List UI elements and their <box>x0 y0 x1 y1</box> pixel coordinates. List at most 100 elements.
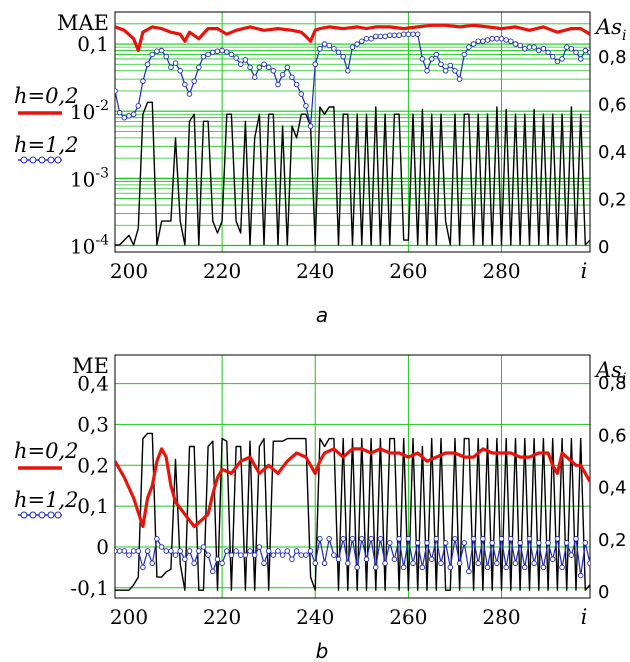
tick-exponent: -4 <box>95 232 109 248</box>
y-left-tick-label: 10-4 <box>70 232 109 258</box>
series-point <box>549 556 556 562</box>
series-point <box>452 536 458 542</box>
series-point <box>149 560 156 567</box>
series-point <box>377 33 384 40</box>
series-point <box>115 88 118 94</box>
y-right-tick-label: 0,8 <box>598 373 627 394</box>
series-point <box>354 564 360 571</box>
series-point <box>172 552 179 558</box>
series-point <box>559 564 565 571</box>
legend-label: h=0,2 <box>14 439 79 463</box>
series-point <box>391 32 398 39</box>
series-point <box>549 53 556 60</box>
series-point <box>587 49 590 56</box>
series-point <box>587 560 590 567</box>
series-point <box>359 536 365 542</box>
series-point <box>289 74 295 81</box>
legend-label: h=1,2 <box>14 133 79 157</box>
series-point <box>154 48 160 55</box>
series-point <box>387 32 393 39</box>
series-point <box>540 564 547 571</box>
series-point <box>144 61 151 68</box>
series-point <box>396 32 402 39</box>
series-point <box>126 113 132 119</box>
series-point <box>577 56 584 62</box>
series-point <box>512 560 519 567</box>
series-point <box>512 41 519 47</box>
y-right-tick-label: 0,6 <box>598 425 627 446</box>
legend-marker <box>47 511 55 519</box>
series-point <box>359 38 365 45</box>
series-point <box>233 55 239 61</box>
series-point <box>261 560 267 567</box>
series-point <box>116 548 123 554</box>
series-point <box>368 536 374 542</box>
series-point <box>466 568 472 575</box>
series-point <box>270 552 277 558</box>
series-point <box>498 35 505 42</box>
legend-label: h=0,2 <box>14 84 79 108</box>
series-point <box>256 544 263 550</box>
series-point <box>326 536 332 542</box>
series-point <box>205 552 211 558</box>
series-point <box>331 46 337 52</box>
legend: h=0,2 h=1,2 <box>14 439 79 519</box>
series-point <box>247 64 253 71</box>
series-point <box>428 556 435 562</box>
series-point <box>373 33 379 40</box>
series-point <box>442 540 449 546</box>
series-point <box>577 572 584 579</box>
series-point <box>196 64 202 71</box>
series-point <box>275 81 281 88</box>
series-point <box>242 552 249 558</box>
series-point <box>554 536 561 542</box>
grid <box>115 12 590 252</box>
legend-marker <box>54 511 62 519</box>
series-point <box>182 81 188 88</box>
series-point <box>377 536 384 542</box>
series-point <box>158 544 165 550</box>
series-point <box>135 103 142 109</box>
series-point <box>177 548 183 554</box>
series-point <box>321 560 328 567</box>
series-point <box>349 536 356 542</box>
series-point <box>312 560 318 567</box>
series-point <box>536 540 542 546</box>
series-point <box>508 536 514 542</box>
series-point <box>568 552 575 558</box>
series-point <box>154 536 160 542</box>
series-point <box>121 548 128 554</box>
y-left-tick-label: 0,3 <box>77 412 109 436</box>
series-point <box>284 64 291 71</box>
series-point <box>363 35 370 42</box>
series-point <box>214 556 221 562</box>
y-left-tick-label: 0 <box>96 535 109 559</box>
series-point <box>475 560 481 567</box>
series-point <box>186 91 193 97</box>
series-point <box>387 540 393 546</box>
series-point <box>168 548 174 554</box>
series-point <box>494 35 500 42</box>
series-point <box>205 51 211 58</box>
x-tick-label: 200 <box>110 605 148 629</box>
series-point <box>405 31 412 37</box>
series-point <box>568 46 575 52</box>
series-point <box>531 560 537 567</box>
series-point <box>414 540 421 546</box>
series-point <box>335 49 342 56</box>
series-point <box>177 68 183 74</box>
series-point <box>563 44 570 50</box>
series-point <box>526 536 533 542</box>
x-tick-label: 260 <box>389 605 427 629</box>
series-point <box>480 38 486 45</box>
series-point <box>517 540 523 546</box>
series-point <box>200 544 207 550</box>
series-point <box>219 47 225 54</box>
series-point <box>224 49 230 55</box>
legend-marker <box>38 511 46 519</box>
series-point <box>256 64 263 71</box>
legend: h=0,2 h=1,2 <box>14 84 79 164</box>
y-right-tick-label: 0,6 <box>598 94 627 115</box>
series-point <box>405 536 412 542</box>
